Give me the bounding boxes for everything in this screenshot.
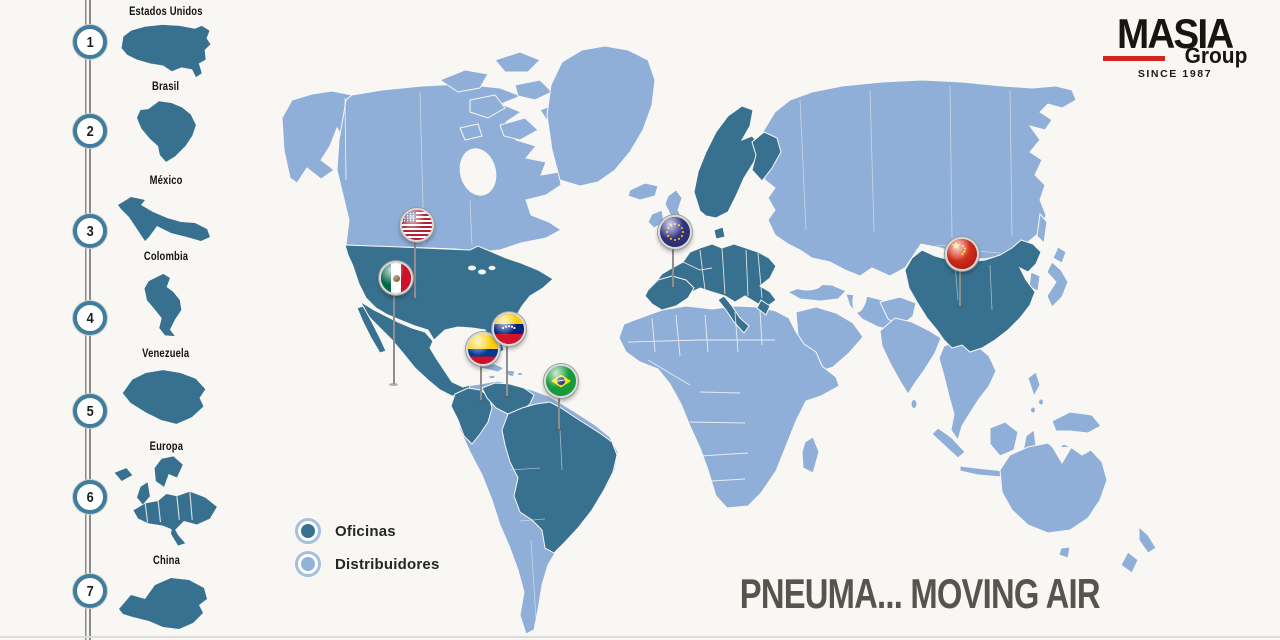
mexico-flag-icon xyxy=(379,261,413,295)
brazil-flag-icon xyxy=(544,364,578,398)
tagline: PNEUMA... MOVING AIR xyxy=(740,570,1101,617)
timeline-step-4: 4 xyxy=(73,301,107,335)
step-number: 6 xyxy=(86,488,94,506)
timeline-step-7: 7 xyxy=(73,574,107,608)
colombia-pin-shadow xyxy=(476,399,485,402)
europe-pin-shadow xyxy=(668,286,677,289)
sidebar-item-estados-unidos: Estados Unidos xyxy=(129,6,203,18)
china-silhouette xyxy=(119,578,207,629)
china-pin-shadow xyxy=(955,305,964,308)
eu-flag-icon xyxy=(658,215,692,249)
timeline-step-6: 6 xyxy=(73,480,107,514)
venezuela-pin-shadow xyxy=(502,395,511,398)
mexico-silhouette xyxy=(118,197,210,241)
timeline-step-5: 5 xyxy=(73,394,107,428)
distributors-label: Distribuidores xyxy=(335,555,440,573)
china-pin-stick xyxy=(959,254,962,306)
offices-dot-icon xyxy=(295,518,321,544)
timeline-step-3: 3 xyxy=(73,214,107,248)
step-number: 5 xyxy=(86,402,94,420)
offices-label: Oficinas xyxy=(335,522,396,540)
venezuela-pin-stick xyxy=(506,329,509,396)
europe-silhouette xyxy=(114,456,217,546)
europe-pin-stick xyxy=(672,232,675,287)
usa-silhouette xyxy=(121,24,211,78)
step-number: 7 xyxy=(86,582,94,600)
colombia-flag-icon xyxy=(466,332,500,366)
logo-since-text: SINCE 1987 xyxy=(1137,68,1213,80)
venezuela-flag-icon xyxy=(492,312,526,346)
step-number: 1 xyxy=(86,33,94,51)
brazil-pin-shadow xyxy=(554,428,563,431)
logo-rule: Group xyxy=(1103,43,1249,68)
step-number: 2 xyxy=(86,122,94,140)
mexico-pin-stick xyxy=(393,278,396,384)
usa-flag-icon xyxy=(400,208,434,242)
mexico-pin-shadow xyxy=(389,383,398,386)
brazil-silhouette xyxy=(136,101,196,162)
sidebar-item-china: China xyxy=(152,555,180,567)
usa-pin-shadow xyxy=(410,297,419,300)
colombia-pin-stick xyxy=(480,349,483,400)
masia-group-logo: MASIA Group SINCE 1987 xyxy=(1095,10,1255,80)
timeline-step-1: 1 xyxy=(73,25,107,59)
colombia-silhouette xyxy=(144,273,182,337)
legend-distributors: Distribuidores xyxy=(295,551,439,577)
venezuela-silhouette xyxy=(122,370,206,424)
distributors-dot-icon xyxy=(295,551,321,577)
logo-red-bar-icon xyxy=(1103,56,1165,61)
sidebar-item-colombia: Colombia xyxy=(143,251,189,263)
brazil-pin-stick xyxy=(558,381,561,429)
logo-group-text: Group xyxy=(1184,43,1248,68)
step-number: 3 xyxy=(86,222,94,240)
timeline-step-2: 2 xyxy=(73,114,107,148)
usa-pin-stick xyxy=(414,224,417,298)
logo-masia-text: MASIA xyxy=(1117,10,1234,57)
legend-offices: Oficinas xyxy=(295,518,396,544)
sidebar-item-venezuela: Venezuela xyxy=(142,348,190,360)
sidebar-item-mexico: México xyxy=(149,175,183,187)
sidebar-item-europa: Europa xyxy=(149,441,183,453)
sidebar-item-brasil: Brasil xyxy=(152,81,180,93)
step-number: 4 xyxy=(86,309,94,327)
bottom-divider xyxy=(0,636,1280,638)
china-flag-icon: ★ xyxy=(945,237,979,271)
